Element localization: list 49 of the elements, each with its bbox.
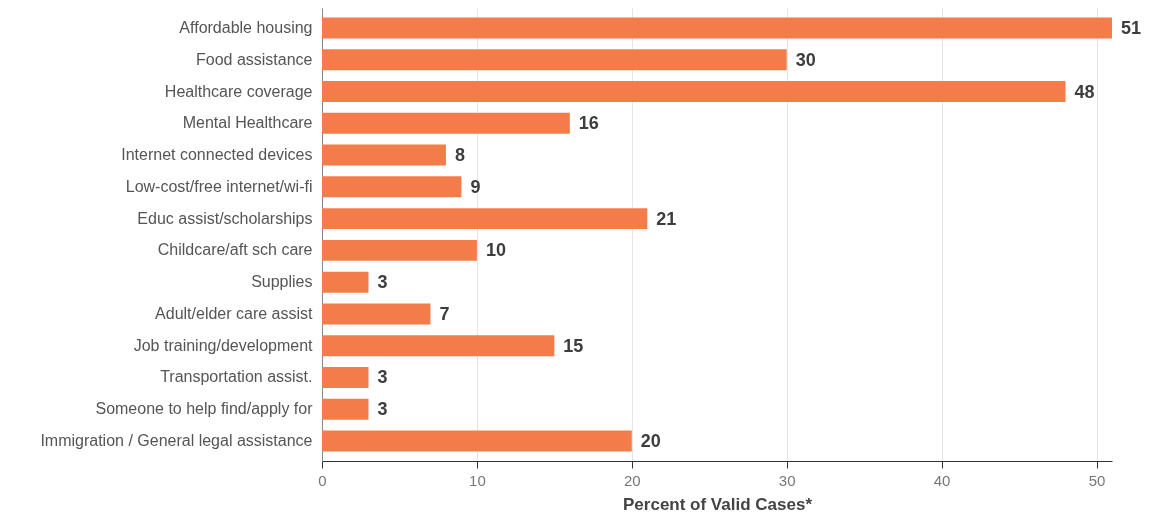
bar [322,335,555,357]
x-axis-title: Percent of Valid Cases* [623,494,813,514]
data-label: 20 [640,430,661,451]
bar [322,430,632,452]
bar [322,208,648,230]
data-label: 3 [377,399,388,420]
bar [322,176,462,198]
y-tick-label: Childcare/aft sch care [157,241,313,259]
data-label: 30 [795,49,816,70]
data-label: 48 [1074,81,1095,102]
data-label: 3 [377,272,388,293]
bar [322,17,1112,39]
bar [322,49,787,71]
data-label: 7 [439,303,450,324]
y-tick-label: Someone to help find/apply for [95,400,314,418]
y-tick-label: Healthcare coverage [164,82,313,100]
x-tick-label: 40 [933,471,951,489]
data-label: 10 [485,240,506,261]
data-label: 3 [377,367,388,388]
bar [322,366,369,388]
data-label: 9 [470,176,481,197]
x-tick-label: 10 [469,471,486,489]
y-tick-label: Food assistance [195,50,313,68]
bar [322,144,446,166]
bar [322,239,477,261]
y-tick-label: Supplies [251,273,313,291]
x-tick-label: 30 [778,471,796,489]
bar [322,81,1066,103]
y-tick-label: Job training/development [133,336,314,354]
bar [322,271,369,293]
x-tick-label: 50 [1088,471,1106,489]
bar [322,112,570,134]
x-tick-label: 20 [623,471,641,489]
data-label: 21 [656,208,677,229]
data-label: 51 [1121,18,1142,39]
bar [322,398,369,420]
y-tick-label: Affordable housing [179,19,313,37]
data-label: 16 [578,113,599,134]
y-tick-label: Low-cost/free internet/wi-fi [125,177,313,195]
y-tick-label: Immigration / General legal assistance [40,431,313,449]
y-tick-label: Adult/elder care assist [155,304,314,322]
y-tick-label: Internet connected devices [121,146,313,164]
y-tick-label: Educ assist/scholarships [137,209,313,227]
data-label: 8 [454,145,465,166]
y-tick-label: Mental Healthcare [182,114,313,132]
y-tick-label: Transportation assist. [160,368,313,386]
x-tick-label: 0 [318,471,327,489]
data-label: 15 [563,335,584,356]
bar [322,303,431,325]
